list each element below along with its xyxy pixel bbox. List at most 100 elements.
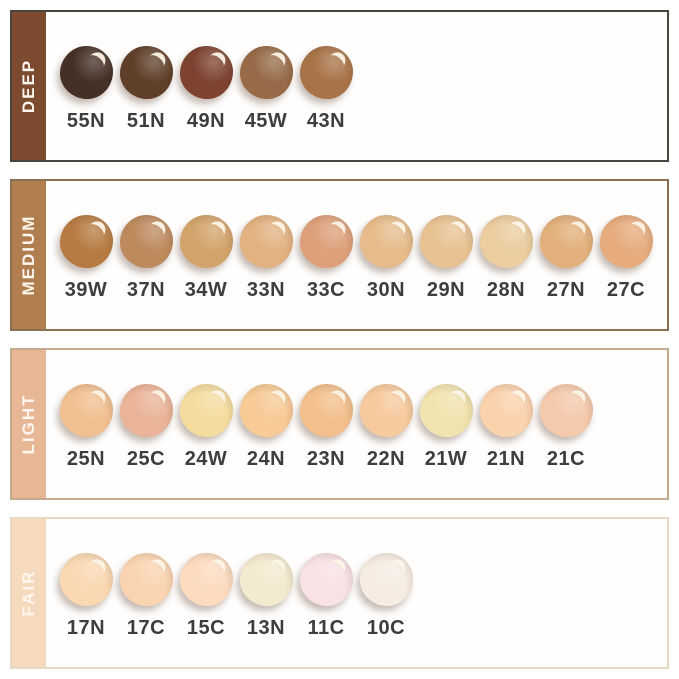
gloss-highlight-icon [323,48,349,75]
shade-drop-icon [59,384,113,437]
shade-swatch-33n: 33N [236,215,296,302]
shade-swatch-22n: 22N [356,384,416,471]
shade-code-label: 49N [186,110,226,132]
shade-swatch-25n: 25N [56,384,116,471]
swatch-list: 39W 37N 34W 33N 33C 30N 29N 28N 27N 27C [46,181,667,329]
gloss-highlight-icon [143,217,169,244]
gloss-highlight-icon [323,555,349,582]
shade-swatch-45w: 45W [236,46,296,133]
gloss-highlight-icon [323,217,349,244]
shade-swatch-21c: 21C [536,384,596,471]
gloss-highlight-icon [383,217,409,244]
gloss-highlight-icon [263,555,289,582]
category-label: MEDIUM [19,214,38,296]
shade-swatch-28n: 28N [476,215,536,302]
shade-swatch-43n: 43N [296,46,356,133]
gloss-highlight-icon [443,386,469,413]
shade-swatch-21n: 21N [476,384,536,471]
shade-drop-icon [239,384,293,437]
shade-code-label: 55N [66,110,106,132]
shade-code-label: 21N [486,448,526,470]
shade-code-label: 25N [66,448,106,470]
shade-code-label: 13N [246,617,286,639]
shade-code-label: 27N [546,279,586,301]
shade-code-label: 34W [184,279,228,301]
gloss-highlight-icon [143,555,169,582]
shade-code-label: 27C [606,279,646,301]
gloss-highlight-icon [143,386,169,413]
shade-drop-icon [119,384,173,437]
shade-drop-icon [299,215,353,268]
shade-drop-icon [179,46,233,99]
shade-drop-icon [419,384,473,437]
gloss-highlight-icon [203,555,229,582]
category-sidebar-deep: DEEP [12,12,46,160]
gloss-highlight-icon [143,48,169,75]
shade-code-label: 51N [126,110,166,132]
shade-swatch-15c: 15C [176,553,236,640]
gloss-highlight-icon [203,217,229,244]
shade-swatch-55n: 55N [56,46,116,133]
shade-drop-icon [299,553,353,606]
shade-drop-icon [179,384,233,437]
shade-row-deep: DEEP 55N 51N 49N 45W 43N [10,10,669,162]
gloss-highlight-icon [203,48,229,75]
shade-drop-icon [479,384,533,437]
shade-code-label: 24N [246,448,286,470]
shade-swatch-24n: 24N [236,384,296,471]
gloss-highlight-icon [383,386,409,413]
shade-swatch-25c: 25C [116,384,176,471]
gloss-highlight-icon [203,386,229,413]
shade-drop-icon [239,215,293,268]
shade-code-label: 17C [126,617,166,639]
shade-code-label: 17N [66,617,106,639]
shade-code-label: 33N [246,279,286,301]
gloss-highlight-icon [83,386,109,413]
shade-drop-icon [359,384,413,437]
shade-swatch-11c: 11C [296,553,356,640]
shade-code-label: 30N [366,279,406,301]
shade-row-medium: MEDIUM 39W 37N 34W 33N 33C 30N 29N 28N 27N 27C [10,179,669,331]
shade-drop-icon [599,215,653,268]
swatch-list: 25N 25C 24W 24N 23N 22N 21W 21N 21C [46,350,667,498]
category-label: DEEP [19,58,38,114]
shade-code-label: 37N [126,279,166,301]
category-sidebar-medium: MEDIUM [12,181,46,329]
shade-swatch-24w: 24W [176,384,236,471]
shade-swatch-39w: 39W [56,215,116,302]
shade-swatch-23n: 23N [296,384,356,471]
shade-swatch-49n: 49N [176,46,236,133]
shade-code-label: 24W [184,448,228,470]
gloss-highlight-icon [323,386,349,413]
swatch-list: 17N 17C 15C 13N 11C 10C [46,519,667,667]
shade-swatch-51n: 51N [116,46,176,133]
category-sidebar-fair: FAIR [12,519,46,667]
shade-code-label: 21W [424,448,468,470]
shade-swatch-29n: 29N [416,215,476,302]
shade-code-label: 39W [64,279,108,301]
gloss-highlight-icon [83,48,109,75]
shade-code-label: 21C [546,448,586,470]
category-label: FAIR [19,569,38,617]
shade-code-label: 15C [186,617,226,639]
shade-code-label: 43N [306,110,346,132]
shade-swatch-30n: 30N [356,215,416,302]
gloss-highlight-icon [443,217,469,244]
shade-code-label: 11C [307,617,345,639]
gloss-highlight-icon [263,386,289,413]
shade-drop-icon [119,46,173,99]
gloss-highlight-icon [563,386,589,413]
shade-code-label: 28N [486,279,526,301]
gloss-highlight-icon [503,386,529,413]
gloss-highlight-icon [563,217,589,244]
shade-drop-icon [179,215,233,268]
shade-swatch-33c: 33C [296,215,356,302]
shade-drop-icon [359,215,413,268]
shade-row-fair: FAIR 17N 17C 15C 13N 11C 10C [10,517,669,669]
swatch-list: 55N 51N 49N 45W 43N [46,12,667,160]
shade-code-label: 22N [366,448,406,470]
gloss-highlight-icon [623,217,649,244]
shade-swatch-37n: 37N [116,215,176,302]
shade-swatch-17n: 17N [56,553,116,640]
